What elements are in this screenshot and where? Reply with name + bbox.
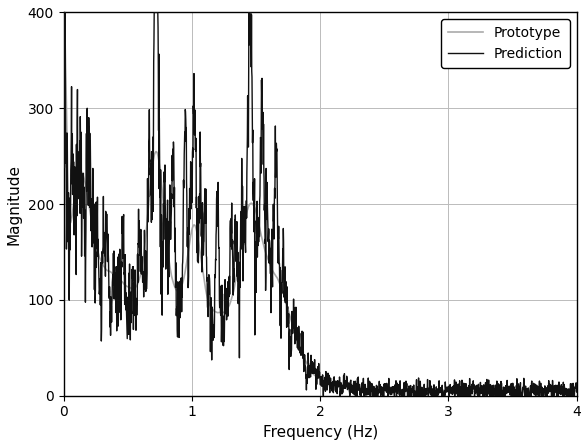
Prototype [573, 388, 580, 393]
Prototype [296, 344, 303, 350]
Prediction [309, 365, 316, 371]
Line: Prototype: Prototype [64, 13, 577, 393]
Prediction [86, 131, 93, 136]
Prototype [558, 388, 565, 393]
Prediction [465, 393, 472, 398]
Prediction [559, 390, 566, 396]
X-axis label: Frequency (Hz): Frequency (Hz) [262, 425, 377, 440]
Prototype [309, 371, 316, 376]
Prediction [60, 10, 67, 15]
Prototype [86, 207, 93, 213]
Prototype [464, 388, 471, 393]
Y-axis label: Magnitude: Magnitude [7, 164, 22, 245]
Legend: Prototype, Prediction: Prototype, Prediction [441, 19, 570, 68]
Line: Prediction: Prediction [64, 13, 577, 396]
Prototype [559, 388, 566, 393]
Prediction [573, 389, 580, 395]
Prototype [60, 11, 67, 16]
Prototype [532, 390, 539, 396]
Prediction [558, 384, 565, 389]
Prediction [336, 393, 343, 398]
Prediction [296, 345, 303, 350]
